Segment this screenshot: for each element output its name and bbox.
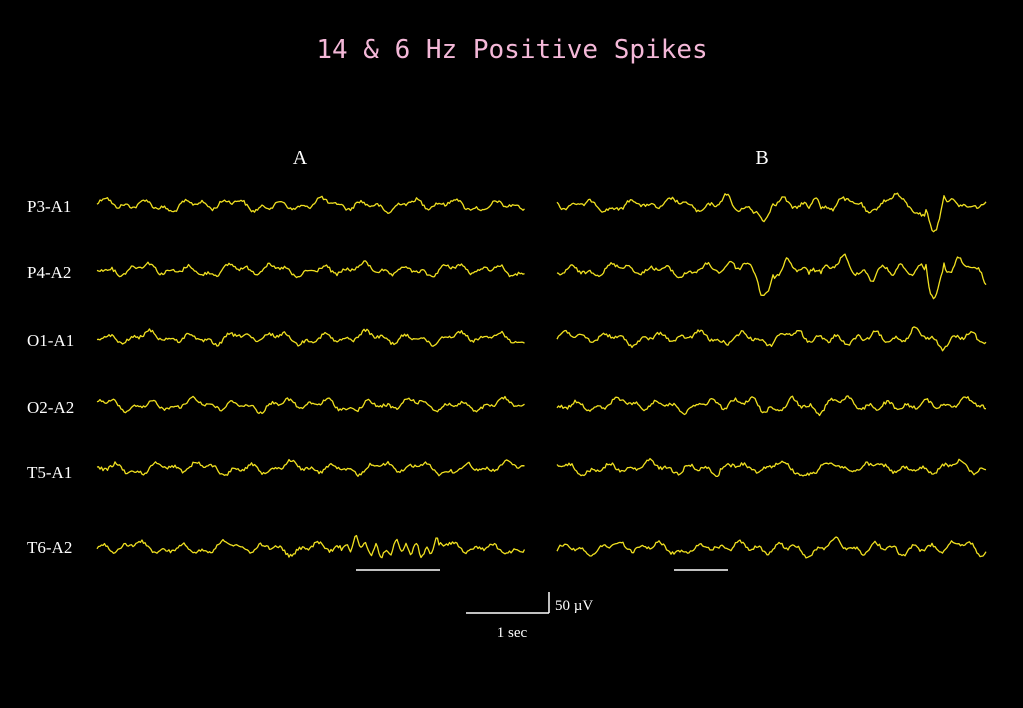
channel-label: T6-A2 [27, 538, 72, 557]
eeg-trace [96, 534, 526, 559]
eeg-trace [556, 192, 987, 233]
panel-label: B [755, 147, 768, 169]
time-label: 1 sec [497, 625, 528, 641]
channel-label: T5-A1 [27, 463, 72, 482]
eeg-trace [96, 395, 525, 415]
amplitude-label: 50 µV [555, 598, 593, 614]
channel-label: P4-A2 [27, 263, 71, 282]
title: 14 & 6 Hz Positive Spikes [316, 35, 707, 65]
eeg-trace [556, 253, 987, 300]
traces [96, 192, 987, 559]
eeg-trace [556, 326, 987, 352]
eeg-trace [96, 260, 525, 279]
channel-label: O2-A2 [27, 398, 74, 417]
eeg-trace [96, 195, 525, 215]
panel-label: A [293, 147, 308, 169]
channel-label: P3-A1 [27, 197, 71, 216]
eeg-trace [556, 457, 987, 478]
eeg-trace [556, 536, 987, 559]
eeg-trace [96, 458, 525, 477]
eeg-trace [556, 395, 987, 417]
eeg-trace [96, 328, 525, 347]
channel-label: O1-A1 [27, 331, 74, 350]
